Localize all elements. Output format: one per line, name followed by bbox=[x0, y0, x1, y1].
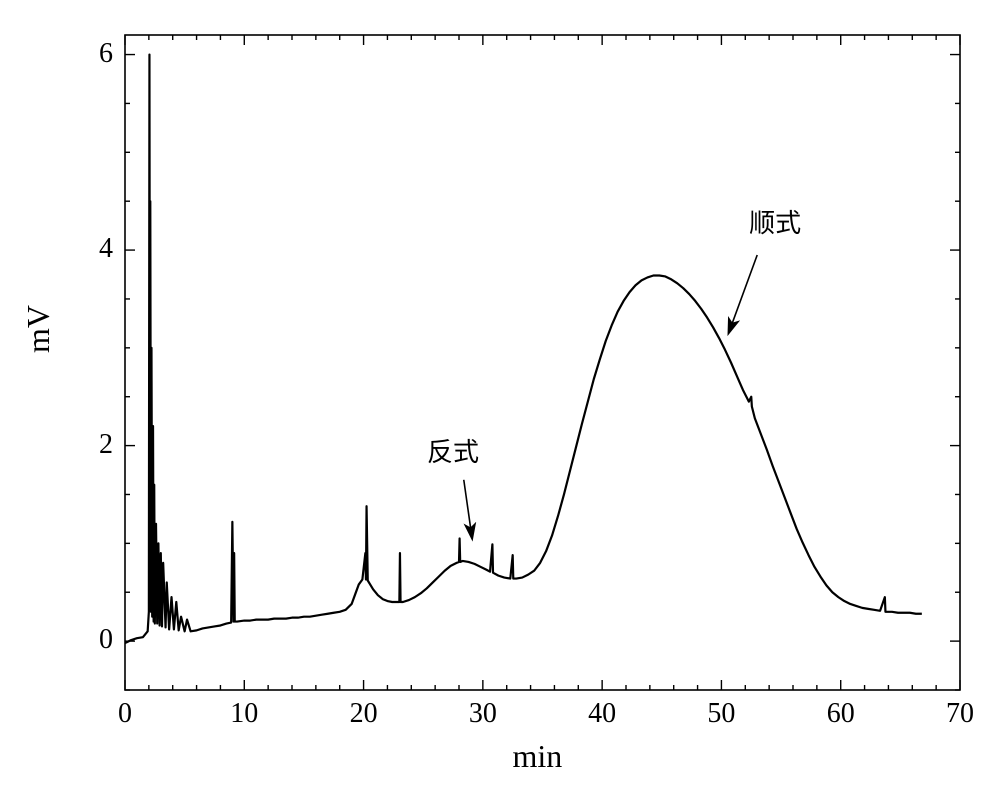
y-tick-label: 2 bbox=[63, 429, 113, 461]
y-tick-label: 6 bbox=[63, 38, 113, 70]
x-tick-label: 20 bbox=[334, 698, 394, 730]
chart-container: 反式 顺式 0 10 20 30 40 50 60 70 0 2 4 6 min mV bbox=[0, 0, 1000, 793]
x-tick-label: 70 bbox=[930, 698, 990, 730]
x-tick-label: 0 bbox=[95, 698, 155, 730]
x-tick-label: 30 bbox=[453, 698, 513, 730]
x-tick-label: 60 bbox=[811, 698, 871, 730]
chromatogram-plot bbox=[0, 0, 1000, 793]
annotation-label: 反式 bbox=[427, 432, 479, 469]
annotation-label: 顺式 bbox=[749, 203, 801, 240]
x-axis-label: min bbox=[513, 738, 563, 775]
y-tick-label: 4 bbox=[63, 233, 113, 265]
x-tick-label: 50 bbox=[691, 698, 751, 730]
y-tick-label: 0 bbox=[63, 624, 113, 656]
y-axis-label: mV bbox=[20, 305, 57, 353]
x-tick-label: 40 bbox=[572, 698, 632, 730]
x-tick-label: 10 bbox=[214, 698, 274, 730]
